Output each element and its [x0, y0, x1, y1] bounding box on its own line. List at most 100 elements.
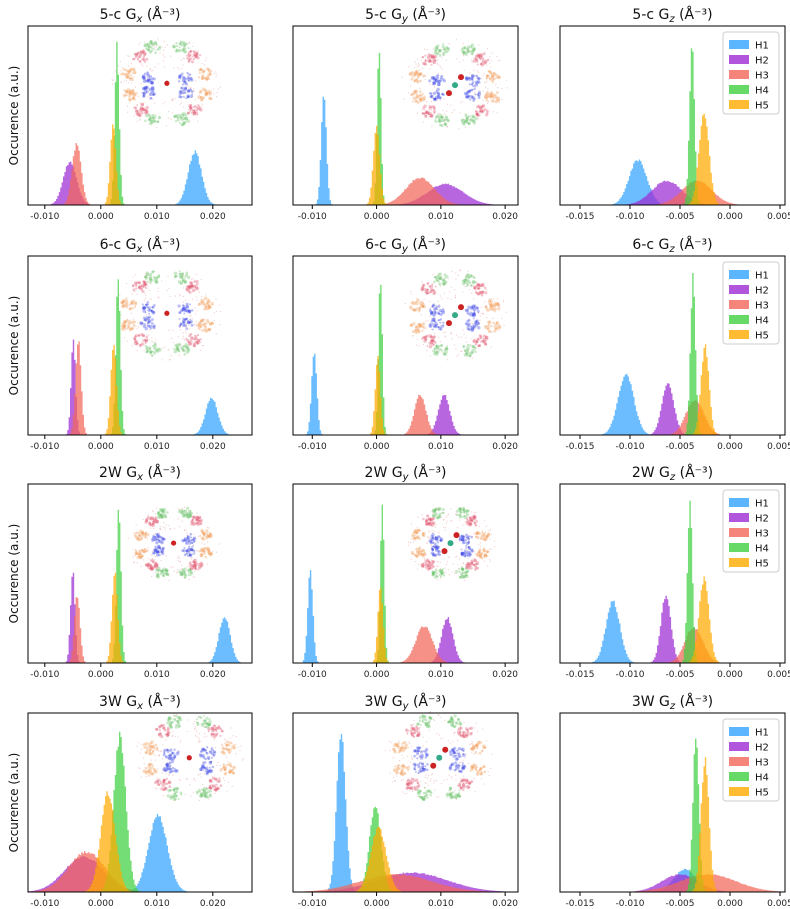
inset-molecule-image — [117, 270, 221, 361]
x-tick-label: 0.000 — [364, 899, 390, 909]
legend-label-h5: H5 — [755, 101, 769, 112]
legend-swatch-h3 — [729, 528, 749, 537]
x-tick-label: 0.000 — [364, 670, 390, 680]
x-tick-label: 0.000 — [717, 670, 743, 680]
axes-frame — [292, 712, 519, 893]
histogram-h1 — [28, 397, 254, 435]
x-tick-label: -0.010 — [615, 442, 644, 452]
histogram-h3 — [560, 874, 787, 892]
legend-swatch-h2 — [729, 55, 749, 64]
panel-title: 6-c Gy (Å⁻³) — [365, 236, 446, 255]
legend-swatch-h3 — [729, 300, 749, 309]
histogram-h2 — [28, 161, 254, 205]
legend-swatch-h4 — [729, 543, 749, 552]
panel-title: 6-c Gz (Å⁻³) — [632, 236, 712, 255]
legend-label-h1: H1 — [755, 728, 769, 739]
legend-swatch-h4 — [729, 85, 749, 94]
legend-swatch-h3 — [729, 70, 749, 79]
legend-swatch-h1 — [729, 40, 749, 49]
x-tick-label: -0.010 — [298, 899, 327, 909]
histogram-h4 — [293, 504, 520, 663]
legend-label-h3: H3 — [755, 529, 769, 540]
legend-label-h5: H5 — [755, 788, 769, 799]
x-tick-label: -0.010 — [615, 670, 644, 680]
panel-title: 2W Gz (Å⁻³) — [632, 464, 713, 483]
axes-frame — [292, 255, 519, 436]
legend-swatch-h5 — [729, 100, 749, 109]
histogram-h3 — [293, 873, 520, 892]
x-tick-label: 0.010 — [428, 899, 454, 909]
x-tick-label: 0.000 — [364, 212, 390, 222]
legend-label-h1: H1 — [755, 499, 769, 510]
x-tick-label: 0.020 — [492, 899, 518, 909]
panel-title: 5-c Gy (Å⁻³) — [365, 6, 446, 25]
y-axis-label: Occurence (a.u.) — [7, 66, 21, 166]
x-tick-label: 0.020 — [492, 212, 518, 222]
chart-panel: 2W Gx (Å⁻³) -0.010 0.000 0.010 0.020 Occurenc… — [7, 464, 254, 680]
x-tick-label: -0.010 — [615, 212, 644, 222]
legend-swatch-h4 — [729, 315, 749, 324]
panel-title: 3W Gy (Å⁻³) — [365, 693, 447, 712]
axes-frame — [27, 483, 253, 664]
legend-label-h2: H2 — [755, 286, 769, 297]
chart-panel: 5-c Gz (Å⁻³) -0.015 -0.010 -0.005 0.000 0.005… — [559, 6, 790, 222]
axes-frame — [27, 712, 253, 893]
panel-title: 3W Gz (Å⁻³) — [632, 693, 713, 712]
x-tick-label: 0.010 — [428, 442, 454, 452]
y-axis-label: Occurence (a.u.) — [7, 753, 21, 853]
legend: H1 H2 H3 H4 H5 — [722, 31, 780, 115]
histogram-h2 — [560, 595, 787, 663]
histogram-h2 — [560, 874, 787, 892]
axes-frame — [292, 483, 519, 664]
axes-frame — [559, 712, 786, 893]
x-tick-label: 0.000 — [88, 670, 114, 680]
histogram-h2 — [560, 383, 787, 435]
chart-panel: 6-c Gy (Å⁻³) -0.010 0.000 0.010 0.020 — [292, 236, 520, 452]
y-axis-label: Occurence (a.u.) — [7, 524, 21, 624]
x-tick-label: 0.020 — [200, 442, 226, 452]
x-tick-label: 0.005 — [767, 442, 790, 452]
histogram-h3 — [28, 143, 254, 205]
x-tick-label: 0.010 — [144, 670, 170, 680]
legend-swatch-h2 — [729, 513, 749, 522]
legend: H1 H2 H3 H4 H5 — [722, 489, 780, 573]
panel-title: 5-c Gx (Å⁻³) — [100, 6, 181, 25]
histogram-h1 — [560, 373, 787, 435]
x-tick-label: 0.020 — [200, 670, 226, 680]
x-tick-label: -0.010 — [30, 442, 59, 452]
histogram-h4 — [28, 41, 254, 205]
histogram-h1 — [28, 150, 254, 205]
x-tick-label: 0.020 — [200, 899, 226, 909]
x-tick-label: 0.005 — [767, 899, 790, 909]
histogram-h1 — [293, 353, 520, 435]
x-tick-label: -0.010 — [298, 442, 327, 452]
x-tick-label: 0.020 — [200, 212, 226, 222]
legend-swatch-h5 — [729, 330, 749, 339]
legend-swatch-h4 — [729, 772, 749, 781]
legend-swatch-h1 — [729, 727, 749, 736]
legend-swatch-h2 — [729, 742, 749, 751]
chart-panel: 6-c Gz (Å⁻³) -0.015 -0.010 -0.005 0.000 0.005… — [559, 236, 790, 452]
chart-panel: 2W Gy (Å⁻³) -0.010 0.000 0.010 0.020 — [292, 464, 520, 680]
histogram-h3 — [28, 851, 254, 892]
x-tick-label: 0.010 — [428, 670, 454, 680]
x-tick-label: -0.005 — [665, 212, 694, 222]
legend-label-h4: H4 — [755, 773, 769, 784]
legend-label-h3: H3 — [755, 71, 769, 82]
histogram-h1 — [293, 734, 520, 892]
histogram-h2 — [28, 339, 254, 435]
chart-panel: 3W Gz (Å⁻³) -0.015 -0.010 -0.005 0.000 0.005 H… — [559, 693, 790, 909]
x-tick-label: -0.005 — [665, 442, 694, 452]
inset-molecule-image — [404, 269, 507, 361]
legend-label-h2: H2 — [755, 743, 769, 754]
axes-frame — [559, 25, 786, 206]
histogram-h1 — [560, 600, 787, 663]
chart-panel: 3W Gx (Å⁻³) -0.010 0.000 0.010 0.020 Occurenc… — [7, 693, 254, 909]
histogram-h2 — [560, 180, 787, 205]
legend-swatch-h5 — [729, 558, 749, 567]
legend-label-h3: H3 — [755, 301, 769, 312]
inset-molecule-image — [401, 38, 508, 130]
x-tick-label: -0.015 — [565, 670, 594, 680]
x-tick-label: 0.010 — [144, 442, 170, 452]
